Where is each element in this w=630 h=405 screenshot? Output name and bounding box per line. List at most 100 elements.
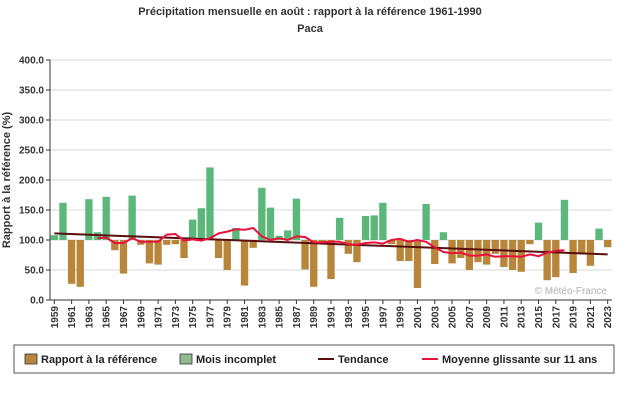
x-tick-label: 1959 xyxy=(50,306,61,329)
y-tick-label: 350.0 xyxy=(19,86,44,97)
bar xyxy=(188,219,197,240)
bar xyxy=(431,240,439,264)
y-tick-label: 150.0 xyxy=(19,206,44,217)
bar xyxy=(474,240,482,263)
bar xyxy=(482,240,491,265)
bar xyxy=(76,240,84,287)
bar xyxy=(604,240,612,248)
bar xyxy=(214,240,223,258)
x-tick-label: 2023 xyxy=(603,306,614,329)
x-tick-label: 2013 xyxy=(517,306,528,329)
x-tick-label: 1983 xyxy=(257,306,268,329)
bar xyxy=(578,240,586,255)
y-tick-label: 0.0 xyxy=(30,296,44,307)
bar xyxy=(327,240,335,279)
bar xyxy=(370,215,378,240)
legend-frame xyxy=(13,344,615,374)
bar xyxy=(128,195,136,240)
bar xyxy=(335,217,344,240)
bar xyxy=(543,240,551,281)
legend-label: Tendance xyxy=(338,354,389,366)
bar xyxy=(310,240,318,287)
bar xyxy=(154,240,162,265)
bar xyxy=(145,240,154,264)
watermark: © Météo-France xyxy=(535,286,608,297)
bar xyxy=(223,240,231,270)
y-tick-label: 50.0 xyxy=(25,266,45,277)
x-tick-label: 1987 xyxy=(292,306,303,329)
bar xyxy=(163,240,171,245)
bar xyxy=(379,202,387,240)
bar xyxy=(422,204,430,240)
x-tick-label: 1981 xyxy=(240,306,251,329)
bar xyxy=(344,240,352,254)
bar xyxy=(292,198,301,240)
x-tick-label: 1995 xyxy=(361,306,372,329)
bar xyxy=(508,240,517,270)
bar xyxy=(448,240,456,264)
legend-label: Rapport à la référence xyxy=(41,354,157,366)
y-tick-label: 400.0 xyxy=(19,56,44,67)
lines xyxy=(54,227,608,258)
trend-line xyxy=(54,232,608,256)
bar xyxy=(552,240,560,278)
x-tick-label: 1965 xyxy=(102,306,113,329)
bar xyxy=(111,240,119,251)
bar xyxy=(534,222,543,240)
legend-swatch xyxy=(179,353,193,365)
x-tick-label: 1989 xyxy=(309,306,320,329)
legend-label: Moyenne glissante sur 11 ans xyxy=(442,354,597,366)
bar xyxy=(595,228,603,240)
x-tick-label: 2001 xyxy=(413,306,424,329)
x-tick-label: 1991 xyxy=(327,306,338,329)
x-tick-label: 1969 xyxy=(136,306,147,329)
chart-subtitle: Paca xyxy=(297,23,324,35)
bar xyxy=(500,240,508,267)
bar xyxy=(67,240,76,284)
x-tick-label: 1979 xyxy=(223,306,234,329)
y-tick-label: 250.0 xyxy=(19,146,44,157)
y-axis-label: Rapport à la référence (%) xyxy=(1,112,13,249)
x-tick-label: 2007 xyxy=(465,306,476,329)
bar xyxy=(353,240,361,263)
legend: Rapport à la référence Mois incomplet Tend… xyxy=(13,344,615,374)
bar xyxy=(526,240,534,245)
bar xyxy=(284,230,292,240)
x-tick-label: 1985 xyxy=(275,306,286,329)
bar xyxy=(569,240,577,273)
bar xyxy=(361,216,370,240)
legend-swatch xyxy=(24,353,38,365)
x-tick-label: 1977 xyxy=(206,306,217,329)
bar xyxy=(85,199,93,240)
bar xyxy=(206,167,214,240)
bar xyxy=(102,196,110,240)
x-tick-label: 1971 xyxy=(154,306,165,329)
bar xyxy=(301,240,309,270)
bar xyxy=(439,232,448,240)
bar xyxy=(240,240,249,286)
x-tick-label: 2005 xyxy=(448,306,459,329)
x-ticks: 1959 1961 1963 1965 1967 1969 1971 1973 1975 1977… xyxy=(50,300,614,328)
x-tick-label: 1963 xyxy=(84,306,95,329)
x-tick-label: 1973 xyxy=(171,306,182,329)
bar xyxy=(232,228,240,240)
bar xyxy=(59,202,67,240)
bar xyxy=(119,240,128,274)
x-tick-label: 1975 xyxy=(188,306,199,329)
x-tick-label: 2011 xyxy=(499,306,510,328)
chart-title: Précipitation mensuelle en août : rappor… xyxy=(138,6,482,18)
x-tick-label: 1993 xyxy=(344,306,355,329)
x-tick-label: 2003 xyxy=(430,306,441,329)
x-tick-label: 1961 xyxy=(67,306,78,329)
y-tick-label: 100.0 xyxy=(19,236,44,247)
x-tick-label: 2019 xyxy=(569,306,580,329)
x-tick-label: 2021 xyxy=(586,306,597,329)
x-tick-label: 1997 xyxy=(378,306,389,329)
bar xyxy=(266,207,275,240)
x-tick-label: 2017 xyxy=(551,306,562,329)
bar xyxy=(560,199,569,240)
bar xyxy=(258,187,266,240)
x-tick-label: 1999 xyxy=(396,306,407,329)
x-tick-label: 2015 xyxy=(534,306,545,329)
